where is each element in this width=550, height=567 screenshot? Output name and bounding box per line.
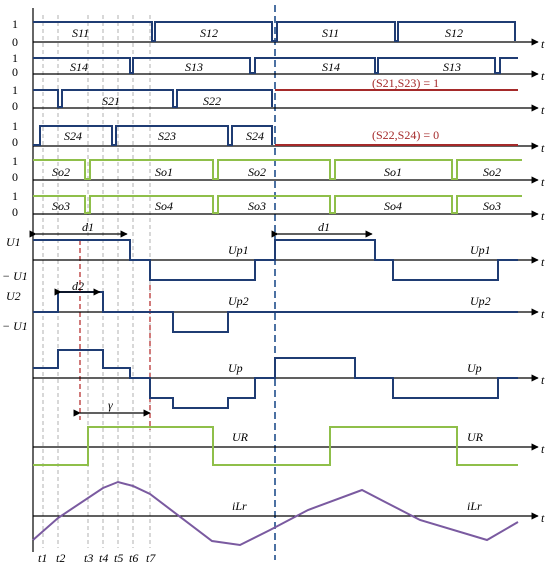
row5-label-b: So1 xyxy=(155,165,173,179)
ur-waveform: t γ UR UR xyxy=(33,398,545,466)
row4-hi: 1 xyxy=(12,119,18,133)
row6-label-e: So3 xyxy=(483,199,501,213)
up1-pos-label: U1 xyxy=(6,235,21,249)
row2-label-a: S14 xyxy=(70,60,88,74)
row3-note: (S21,S23) = 1 xyxy=(372,76,439,90)
ilr-label-left: iLr xyxy=(232,499,247,513)
row6-label-a: So3 xyxy=(52,199,70,213)
time-tick-labels: t1 t2 t3 t4 t5 t6 t7 xyxy=(38,551,156,565)
row3-hi: 1 xyxy=(12,83,18,97)
row1-wave xyxy=(33,21,516,42)
row1-hi: 1 xyxy=(12,17,18,31)
gamma-label: γ xyxy=(108,398,113,412)
ilr-waveform: t iLr iLr xyxy=(32,480,545,547)
tick-t7: t7 xyxy=(146,551,156,565)
up1-d1-right: d1 xyxy=(318,220,330,234)
up1-t: t xyxy=(541,255,545,269)
up2-label-right: Up2 xyxy=(470,294,491,308)
row4-lo: 0 xyxy=(12,135,18,149)
up2-d2: d2 xyxy=(72,279,84,293)
row2-label-d: S13 xyxy=(443,60,461,74)
row5-label-d: So1 xyxy=(384,165,402,179)
row2-s14-s13: 1 0 t S14 S13 S14 S13 xyxy=(12,51,545,83)
row1-t: t xyxy=(541,37,545,51)
row1-lo: 0 xyxy=(12,35,18,49)
row5-so2-so1: 1 0 t So2 So1 So2 So1 So2 xyxy=(12,154,545,189)
up1-d1-left: d1 xyxy=(82,220,94,234)
row5-label-a: So2 xyxy=(52,165,70,179)
ilr-label-right: iLr xyxy=(467,499,482,513)
ur-label-left: UR xyxy=(232,430,249,444)
tick-t6: t6 xyxy=(129,551,138,565)
row3-t: t xyxy=(541,103,545,117)
row3-wave xyxy=(33,89,273,108)
row2-lo: 0 xyxy=(12,65,18,79)
row4-label-b: S23 xyxy=(158,129,176,143)
row2-hi: 1 xyxy=(12,51,18,65)
row4-note: (S22,S24) = 0 xyxy=(372,128,439,142)
row6-t: t xyxy=(541,209,545,223)
tick-t4: t4 xyxy=(99,551,108,565)
row6-so3-so4: 1 0 t So3 So4 So3 So4 So3 xyxy=(12,189,545,223)
tick-t1: t1 xyxy=(38,551,47,565)
row5-hi: 1 xyxy=(12,154,18,168)
row6-lo: 0 xyxy=(12,205,18,219)
row1-label-a: S11 xyxy=(72,26,89,40)
row4-t: t xyxy=(541,141,545,155)
row5-label-e: So2 xyxy=(483,165,501,179)
tick-t3: t3 xyxy=(84,551,93,565)
row5-lo: 0 xyxy=(12,170,18,184)
ur-wave xyxy=(33,426,518,466)
up-t: t xyxy=(541,373,545,387)
up1-label-left: Up1 xyxy=(228,243,249,257)
up1-wave xyxy=(33,239,518,281)
row1-label-b: S12 xyxy=(200,26,218,40)
row2-t: t xyxy=(541,69,545,83)
up-label-left: Up xyxy=(228,361,243,375)
row5-t: t xyxy=(541,175,545,189)
up1-neg-label: − U1 xyxy=(2,269,28,283)
row5-wave xyxy=(33,159,522,180)
row3-label-a: S21 xyxy=(102,94,120,108)
row2-label-c: S14 xyxy=(322,60,340,74)
row6-label-c: So3 xyxy=(248,199,266,213)
up2-t: t xyxy=(541,307,545,321)
up2-pos-label: U2 xyxy=(6,289,21,303)
tick-t5: t5 xyxy=(114,551,123,565)
up1-waveform: U1 − U1 t d1 d1 Up1 Up1 xyxy=(2,220,545,283)
row5-label-c: So2 xyxy=(248,165,266,179)
time-guides xyxy=(42,15,151,548)
row1-label-d: S12 xyxy=(445,26,463,40)
row2-label-b: S13 xyxy=(185,60,203,74)
row6-label-d: So4 xyxy=(384,199,402,213)
up2-waveform: U2 − U1 t d2 Up2 Up2 xyxy=(2,279,545,333)
row3-lo: 0 xyxy=(12,99,18,113)
ilr-t: t xyxy=(541,511,545,525)
up-label-right: Up xyxy=(467,361,482,375)
up-waveform: t Up Up xyxy=(33,349,545,409)
row6-wave xyxy=(33,195,522,214)
row3-label-b: S22 xyxy=(203,94,221,108)
row6-hi: 1 xyxy=(12,189,18,203)
up2-wave xyxy=(33,291,518,333)
row2-wave xyxy=(33,57,518,74)
tick-t2: t2 xyxy=(56,551,65,565)
row4-label-a: S24 xyxy=(64,129,82,143)
row4-wave xyxy=(33,125,273,146)
row3-s21-s22: 1 0 t S21 S22 (S21,S23) = 1 xyxy=(12,76,545,117)
ur-t: t xyxy=(541,442,545,456)
ur-label-right: UR xyxy=(467,430,484,444)
up-wave xyxy=(33,349,518,409)
row1-s11-s12: 1 0 t S11 S12 S11 S12 xyxy=(12,17,545,51)
up2-neg-label: − U1 xyxy=(2,319,28,333)
ilr-wave xyxy=(32,480,519,547)
row4-s24-s23: 1 0 t S24 S23 S24 (S22,S24) = 0 xyxy=(12,119,545,155)
row1-label-c: S11 xyxy=(322,26,339,40)
up2-label-left: Up2 xyxy=(228,294,249,308)
up1-label-right: Up1 xyxy=(470,243,491,257)
row4-label-c: S24 xyxy=(246,129,264,143)
row6-label-b: So4 xyxy=(155,199,173,213)
